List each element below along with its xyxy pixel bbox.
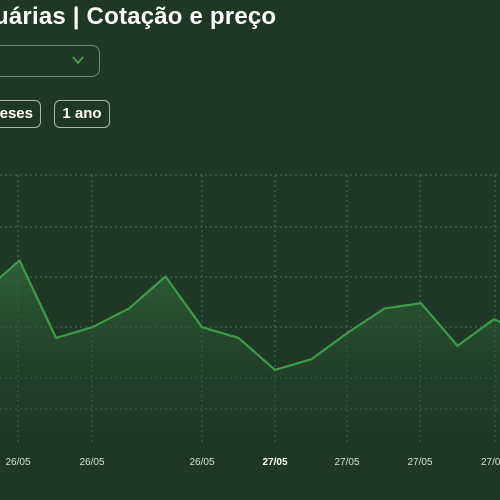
period-select[interactable] [0, 45, 100, 77]
price-chart: 26/05 26/05 26/05 27/05 27/05 27/05 27/0 [0, 174, 500, 468]
x-tick-label: 27/05 [334, 457, 359, 468]
x-tick-label: 26/05 [5, 457, 30, 468]
x-tick-label: 27/0 [481, 457, 500, 468]
price-points [19, 260, 495, 370]
chevron-down-icon [72, 56, 84, 65]
x-axis-labels: 26/05 26/05 26/05 27/05 27/05 27/05 27/0 [5, 457, 500, 468]
price-series-line [0, 259, 500, 371]
x-tick-label: 26/05 [79, 457, 104, 468]
x-tick-label: 26/05 [189, 457, 214, 468]
page-title: uárias | Cotação e preço [0, 3, 277, 30]
range-6-months-button[interactable]: eses [0, 100, 41, 128]
x-tick-label: 27/05 [407, 457, 432, 468]
x-tick-label: 27/05 [262, 457, 287, 468]
range-1-year-button[interactable]: 1 ano [54, 100, 110, 128]
price-area [0, 260, 500, 442]
